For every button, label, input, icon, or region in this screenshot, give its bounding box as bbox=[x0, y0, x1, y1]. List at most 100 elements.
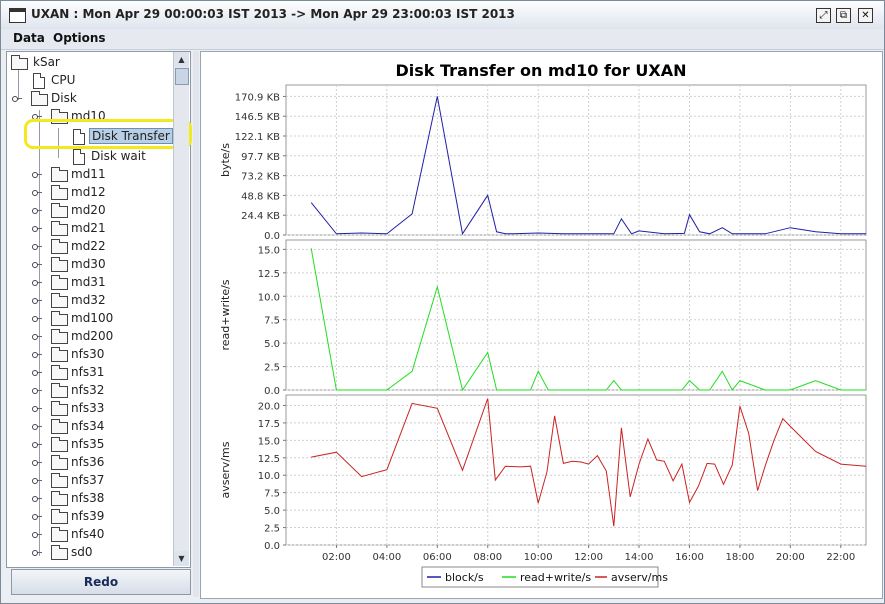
folder-icon bbox=[51, 185, 68, 200]
tree-label-device: nfs32 bbox=[71, 383, 105, 397]
y-tick-label: 146.5 KB bbox=[235, 112, 280, 123]
tree-label-device: nfs36 bbox=[71, 455, 105, 469]
expand-handle-icon[interactable] bbox=[32, 298, 42, 304]
series-line-avserv bbox=[311, 398, 867, 527]
folder-icon bbox=[51, 419, 68, 434]
folder-icon bbox=[51, 257, 68, 272]
tree-label-device: nfs37 bbox=[71, 473, 105, 487]
tree-label-disk: Disk bbox=[51, 91, 77, 105]
expand-handle-icon[interactable] bbox=[32, 532, 42, 538]
expand-handle-icon[interactable] bbox=[12, 96, 22, 102]
expand-handle-icon[interactable] bbox=[32, 388, 42, 394]
legend-box bbox=[421, 566, 659, 588]
tree-label-device: nfs39 bbox=[71, 509, 105, 523]
tree-label-device: md31 bbox=[71, 275, 106, 289]
y-tick-label: 12.5 bbox=[258, 454, 280, 465]
menu-data[interactable]: Data bbox=[13, 31, 45, 45]
y-tick-label: 73.2 KB bbox=[241, 172, 280, 183]
expand-handle-icon[interactable] bbox=[32, 280, 42, 286]
expand-handle-icon[interactable] bbox=[32, 496, 42, 502]
tree-label-device: md32 bbox=[71, 293, 106, 307]
expand-handle-icon[interactable] bbox=[32, 406, 42, 412]
y-tick-label: 24.4 KB bbox=[241, 211, 280, 222]
expand-handle-icon[interactable] bbox=[32, 424, 42, 430]
x-tick-label: 14:00 bbox=[625, 552, 654, 563]
menu-bar: Data Options bbox=[1, 29, 884, 50]
folder-icon bbox=[51, 311, 68, 326]
expand-handle-icon[interactable] bbox=[32, 514, 42, 520]
expand-handle-icon[interactable] bbox=[32, 262, 42, 268]
y-axis-label: read+write/s bbox=[219, 279, 232, 350]
expand-handle-icon[interactable] bbox=[32, 334, 42, 340]
tree-scrollbar[interactable]: ▲ ▼ bbox=[173, 52, 189, 566]
expand-handle-icon[interactable] bbox=[32, 190, 42, 196]
tree-label-device: md12 bbox=[71, 185, 106, 199]
tree-label-device: md21 bbox=[71, 221, 106, 235]
document-icon bbox=[73, 129, 85, 145]
y-tick-label: 2.5 bbox=[264, 363, 280, 374]
folder-icon bbox=[51, 347, 68, 362]
tree-label-device: md30 bbox=[71, 257, 106, 271]
expand-handle-icon[interactable] bbox=[32, 460, 42, 466]
tree-label-device: nfs33 bbox=[71, 401, 105, 415]
y-tick-label: 97.7 KB bbox=[241, 152, 280, 163]
y-tick-label: 5.0 bbox=[264, 506, 280, 517]
folder-icon bbox=[51, 491, 68, 506]
y-tick-label: 17.5 bbox=[258, 419, 280, 430]
folder-icon bbox=[51, 527, 68, 542]
expand-handle-icon[interactable] bbox=[32, 226, 42, 232]
folder-icon bbox=[51, 275, 68, 290]
expand-handle-icon[interactable] bbox=[32, 478, 42, 484]
menu-options[interactable]: Options bbox=[53, 31, 106, 45]
close-icon[interactable]: ✕ bbox=[858, 8, 873, 23]
series-line-rw bbox=[310, 248, 866, 392]
tree-label-device: nfs38 bbox=[71, 491, 105, 505]
folder-icon bbox=[51, 365, 68, 380]
tree-label-disk-transfer: Disk Transfer bbox=[89, 128, 173, 144]
folder-icon bbox=[51, 203, 68, 218]
y-tick-label: 122.1 KB bbox=[235, 132, 280, 143]
expand-handle-icon[interactable] bbox=[32, 352, 42, 358]
title-bar: UXAN : Mon Apr 29 00:00:03 IST 2013 -> M… bbox=[1, 1, 884, 30]
folder-icon bbox=[51, 473, 68, 488]
plot-area bbox=[285, 84, 867, 236]
tree-label-device: md22 bbox=[71, 239, 106, 253]
expand-handle-icon[interactable] bbox=[32, 370, 42, 376]
scroll-thumb[interactable] bbox=[175, 68, 189, 85]
maximize-icon[interactable]: ⧉ bbox=[836, 8, 851, 23]
expand-handle-icon[interactable] bbox=[32, 114, 42, 120]
tree-label-device: nfs35 bbox=[71, 437, 105, 451]
tree-label-cpu: CPU bbox=[51, 73, 76, 87]
split-divider[interactable] bbox=[193, 51, 199, 597]
x-tick-label: 18:00 bbox=[725, 552, 754, 563]
scroll-down-icon[interactable]: ▼ bbox=[174, 551, 189, 566]
folder-icon bbox=[51, 221, 68, 236]
expand-handle-icon[interactable] bbox=[32, 172, 42, 178]
tree-label-device: nfs34 bbox=[71, 419, 105, 433]
expand-handle-icon[interactable] bbox=[32, 208, 42, 214]
expand-handle-icon[interactable] bbox=[32, 316, 42, 322]
chart-title: Disk Transfer on md10 for UXAN bbox=[396, 61, 687, 80]
selection-highlight bbox=[24, 119, 192, 149]
y-tick-label: 20.0 bbox=[258, 401, 280, 412]
folder-icon bbox=[51, 383, 68, 398]
restore-icon[interactable]: ⤢ bbox=[816, 8, 831, 23]
expand-handle-icon[interactable] bbox=[32, 550, 42, 556]
expand-handle-icon[interactable] bbox=[32, 244, 42, 250]
y-tick-label: 5.0 bbox=[264, 339, 280, 350]
x-tick-label: 08:00 bbox=[473, 552, 502, 563]
tree-label-device: md20 bbox=[71, 203, 106, 217]
tree-label-device: sd0 bbox=[71, 545, 93, 559]
redo-button[interactable]: Redo bbox=[11, 569, 191, 595]
y-tick-label: 10.0 bbox=[258, 471, 280, 482]
x-tick-label: 20:00 bbox=[776, 552, 805, 563]
y-tick-label: 10.0 bbox=[258, 292, 280, 303]
scroll-up-icon[interactable]: ▲ bbox=[174, 52, 189, 67]
expand-handle-icon[interactable] bbox=[32, 442, 42, 448]
legend-label: read+write/s bbox=[520, 571, 591, 584]
folder-icon bbox=[31, 91, 48, 106]
tree-label-device: nfs30 bbox=[71, 347, 105, 361]
y-tick-label: 48.8 KB bbox=[241, 191, 280, 202]
folder-icon bbox=[51, 455, 68, 470]
